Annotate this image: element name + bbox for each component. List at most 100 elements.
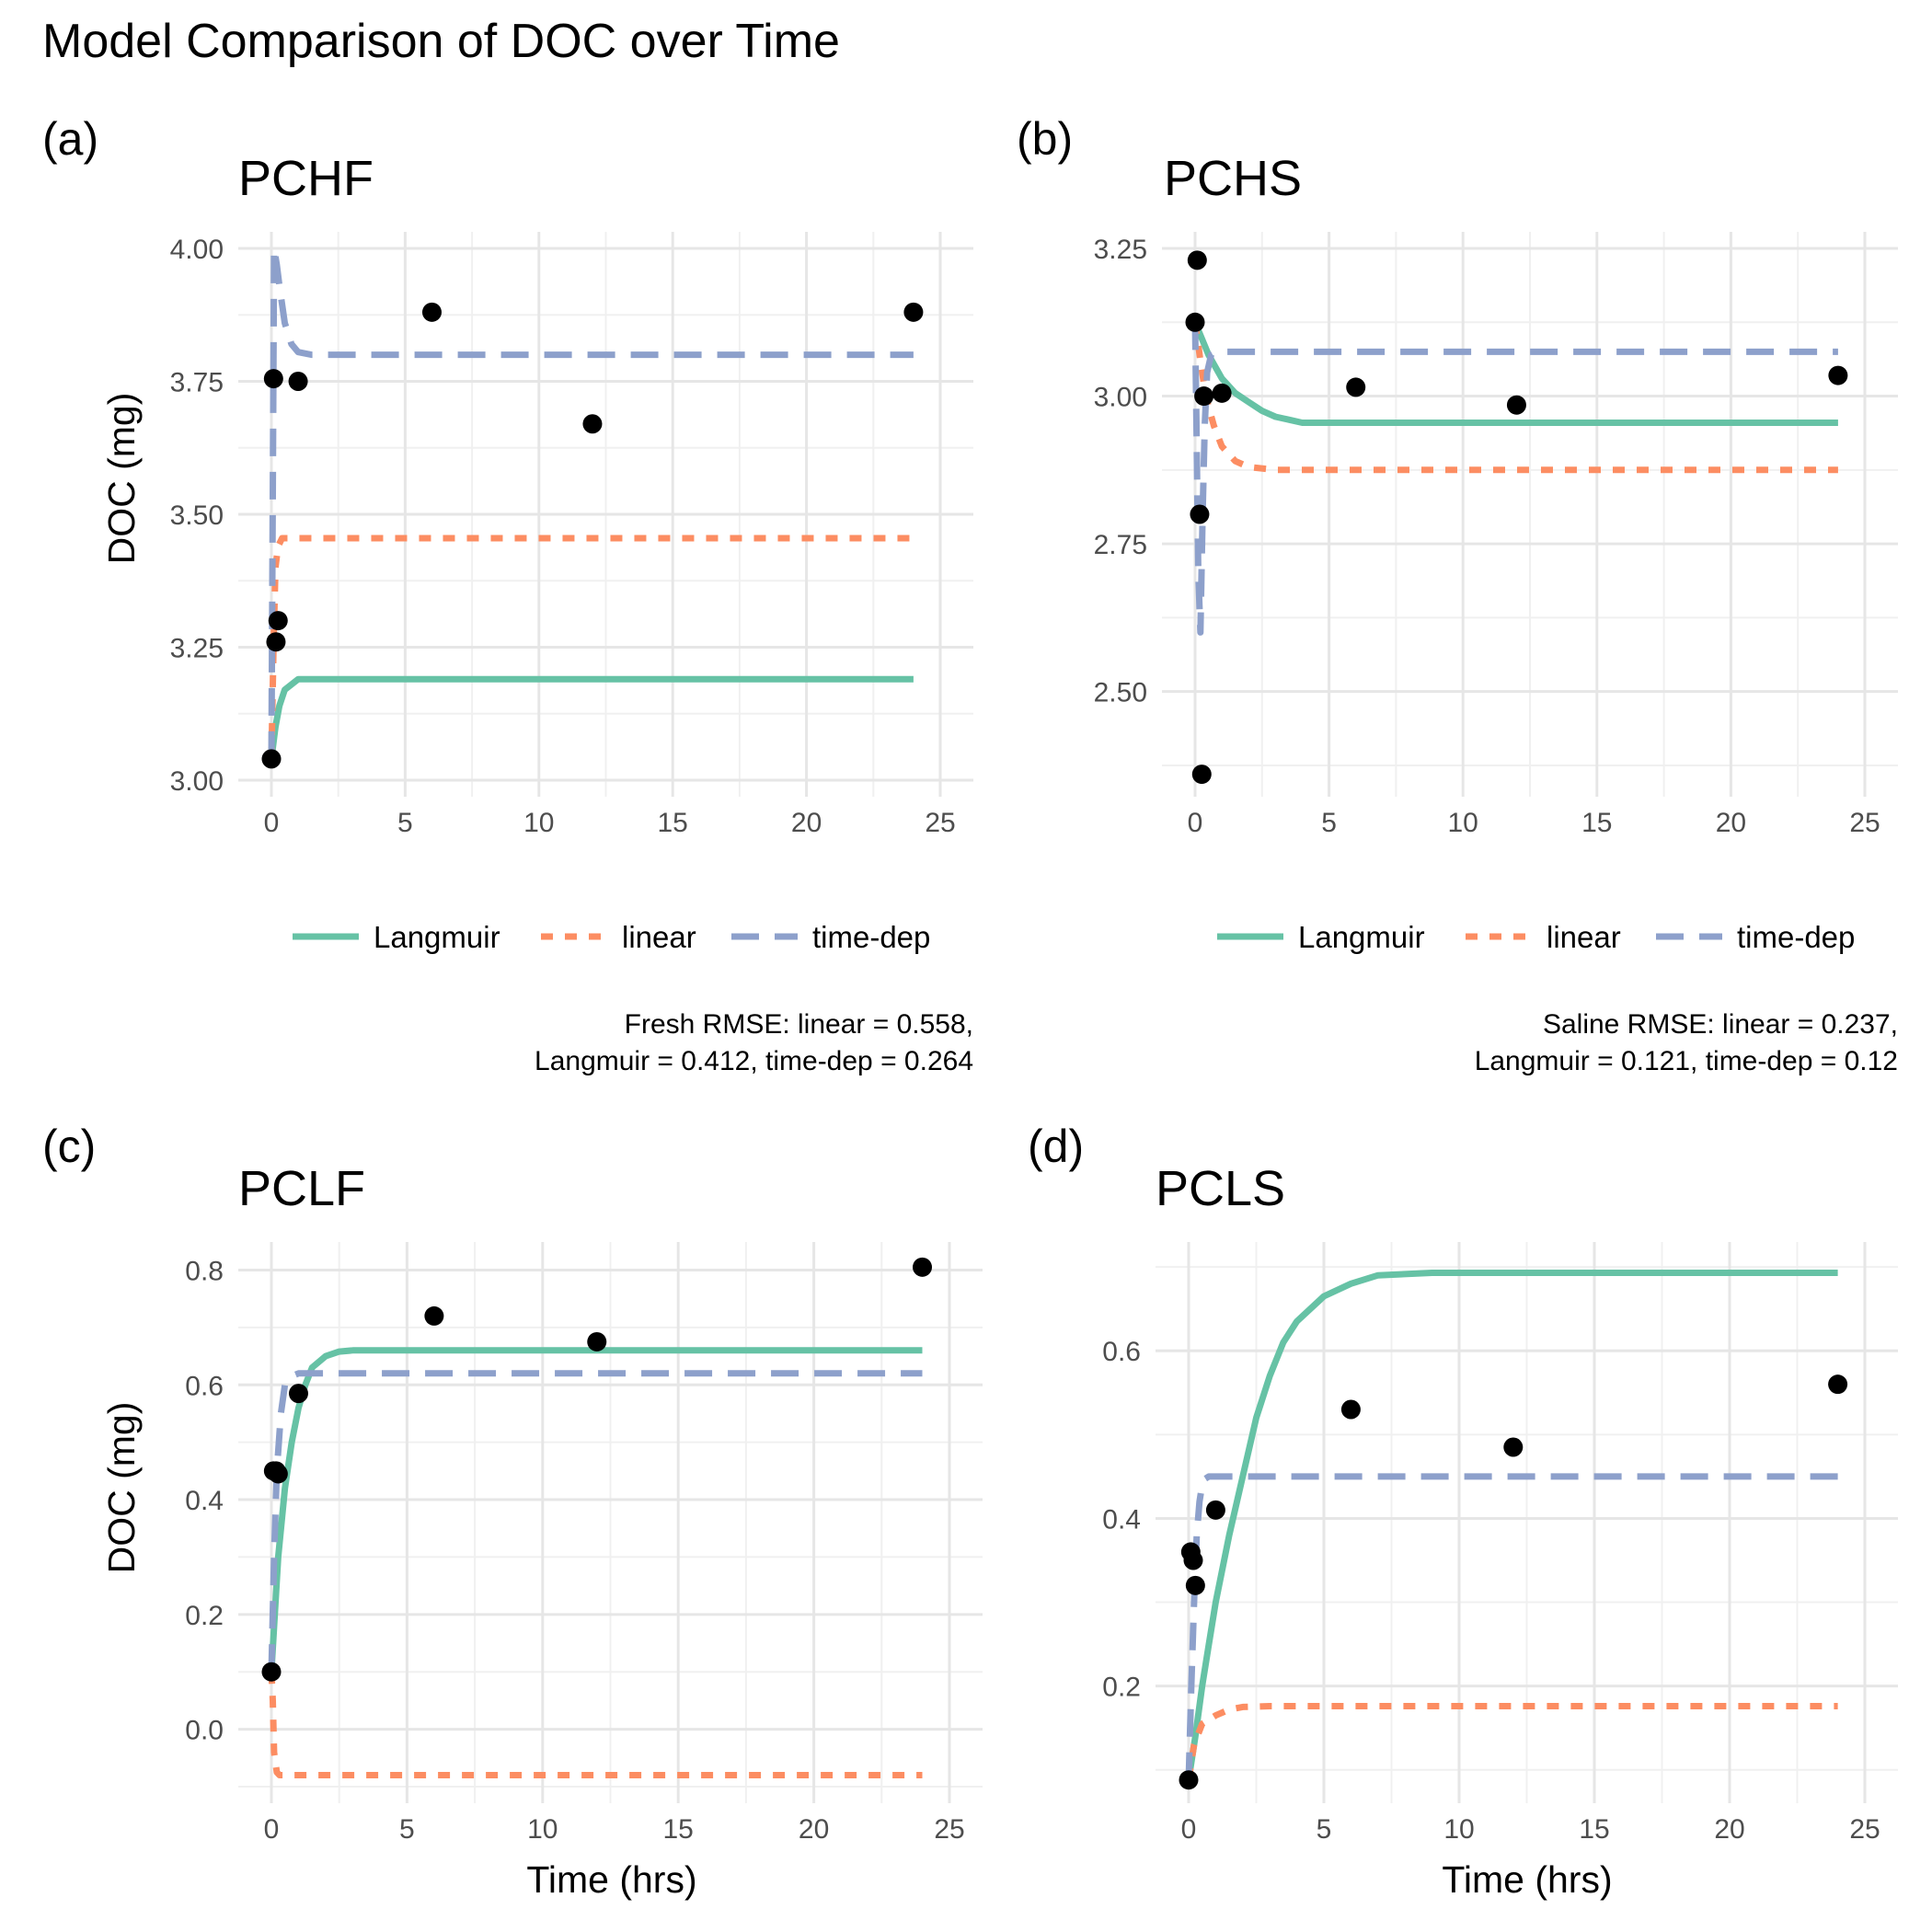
data-point: [903, 302, 924, 322]
panel-title-pclf: PCLF: [238, 1161, 365, 1216]
panel-title-pcls: PCLS: [1156, 1161, 1285, 1216]
data-point: [261, 749, 282, 769]
x-tick-label: 0: [1181, 1814, 1197, 1845]
data-point: [1185, 1575, 1205, 1595]
legend-label: time-dep: [812, 920, 930, 954]
x-tick-label: 0: [264, 1814, 280, 1845]
legend-label: Langmuir: [1298, 920, 1425, 954]
x-tick-label: 0: [1188, 808, 1203, 838]
legend-label: linear: [622, 920, 696, 954]
series-line-linear: [1191, 321, 1838, 474]
y-tick-label: 3.25: [1094, 235, 1147, 265]
y-tick-label: 4.00: [170, 235, 224, 265]
data-point: [582, 414, 603, 434]
data-point: [288, 1384, 308, 1404]
data-point: [263, 369, 283, 389]
panel-tag-d: (d): [1028, 1121, 1084, 1172]
series-line-time-dep: [1191, 322, 1838, 636]
data-point: [288, 372, 308, 391]
y-tick-label: 0.8: [185, 1256, 224, 1286]
data-point: [913, 1257, 933, 1277]
plot-area-pchs: 0 5 10 15 20 25 2.50 2.75 3.00 3.25: [1094, 232, 1898, 838]
panel-tag-b: (b): [1017, 113, 1073, 165]
y-tick-label: 3.00: [170, 766, 224, 797]
panel-title-pchs: PCHS: [1164, 151, 1302, 206]
y-tick-label: 3.75: [170, 368, 224, 398]
data-point: [1190, 504, 1210, 524]
x-axis-label-pcls: Time (hrs): [1442, 1858, 1612, 1901]
y-tick-label: 0.6: [185, 1371, 224, 1401]
data-point: [1506, 395, 1526, 415]
x-tick-label: 20: [799, 1814, 829, 1845]
legend-label: Langmuir: [374, 920, 500, 954]
x-tick-label: 25: [1849, 1814, 1880, 1845]
rmse-caption-saline-line1: Saline RMSE: linear = 0.237,: [1543, 1009, 1898, 1040]
panel-title-pchf: PCHF: [238, 151, 374, 206]
data-point: [268, 611, 288, 631]
x-tick-label: 25: [934, 1814, 964, 1845]
rmse-caption-fresh-line1: Fresh RMSE: linear = 0.558,: [625, 1009, 973, 1040]
data-point: [1183, 1550, 1203, 1570]
x-tick-label: 20: [791, 808, 822, 838]
x-tick-label: 20: [1714, 1814, 1744, 1845]
y-tick-label: 0.2: [185, 1601, 224, 1631]
data-point: [1205, 1500, 1225, 1520]
x-tick-label: 10: [1443, 1814, 1474, 1845]
x-tick-label: 15: [1579, 1814, 1609, 1845]
series-line-linear: [268, 1672, 923, 1778]
data-point: [1828, 365, 1848, 385]
legend-top-left: Langmuir linear time-dep: [293, 920, 930, 954]
y-tick-label: 0.4: [185, 1486, 224, 1516]
data-point: [1185, 312, 1205, 332]
panel-pcls: 0 5 10 15 20 25 0.2 0.4 0.6 Time (hrs): [1102, 1242, 1898, 1901]
series-line-time-dep: [268, 245, 914, 759]
series-line-langmuir: [1191, 320, 1838, 426]
data-point: [1503, 1437, 1524, 1457]
figure-title: Model Comparison of DOC over Time: [42, 15, 840, 68]
legend-label: time-dep: [1737, 920, 1855, 954]
x-tick-label: 10: [527, 1814, 558, 1845]
data-point: [261, 1662, 282, 1682]
y-axis-label-pclf: DOC (mg): [100, 1402, 143, 1574]
x-tick-label: 10: [1448, 808, 1478, 838]
y-tick-label: 0.6: [1102, 1337, 1141, 1367]
data-point: [1828, 1374, 1848, 1395]
x-tick-label: 5: [397, 808, 413, 838]
plot-area-pchf: 0 5 10 15 20 25 3.00 3.25 3.50 3.75 4.00: [170, 232, 973, 838]
data-point: [1212, 383, 1232, 403]
x-tick-label: 15: [658, 808, 688, 838]
series-line-time-dep: [1185, 1473, 1838, 1780]
data-point: [421, 302, 442, 322]
x-tick-label: 25: [925, 808, 955, 838]
data-point: [1340, 1399, 1361, 1420]
series-line-linear: [268, 535, 914, 759]
x-tick-label: 0: [264, 808, 280, 838]
data-point: [1191, 765, 1212, 785]
plot-area-pcls: 0 5 10 15 20 25 0.2 0.4 0.6: [1102, 1242, 1898, 1845]
data-point: [1194, 386, 1214, 407]
y-tick-label: 0.4: [1102, 1504, 1141, 1535]
x-axis-label-pclf: Time (hrs): [526, 1858, 696, 1901]
y-tick-label: 2.75: [1094, 530, 1147, 560]
y-tick-label: 0.0: [185, 1716, 224, 1746]
rmse-caption-saline-line2: Langmuir = 0.121, time-dep = 0.12: [1475, 1046, 1898, 1076]
data-point: [1187, 250, 1207, 270]
series-line-time-dep: [268, 1370, 923, 1673]
y-tick-label: 2.50: [1094, 678, 1147, 708]
x-tick-label: 25: [1849, 808, 1880, 838]
panel-pclf: 0 5 10 15 20 25 0.0 0.2 0.4 0.6 0.8 DOC (mg) Time …: [100, 1242, 983, 1901]
x-tick-label: 5: [1317, 1814, 1332, 1845]
series-line-linear: [1185, 1703, 1838, 1781]
x-tick-label: 5: [1321, 808, 1337, 838]
y-tick-label: 3.00: [1094, 383, 1147, 413]
data-point: [424, 1305, 444, 1326]
plot-area-pclf: 0 5 10 15 20 25 0.0 0.2 0.4 0.6 0.8: [185, 1242, 983, 1845]
data-point: [587, 1331, 607, 1351]
x-tick-label: 10: [523, 808, 554, 838]
y-tick-label: 0.2: [1102, 1673, 1141, 1703]
panel-tag-c: (c): [42, 1121, 96, 1172]
y-axis-label-pchf: DOC (mg): [100, 393, 143, 565]
panel-pchs: 0 5 10 15 20 25 2.50 2.75 3.00 3.25: [1094, 232, 1898, 838]
y-tick-label: 3.25: [170, 634, 224, 664]
